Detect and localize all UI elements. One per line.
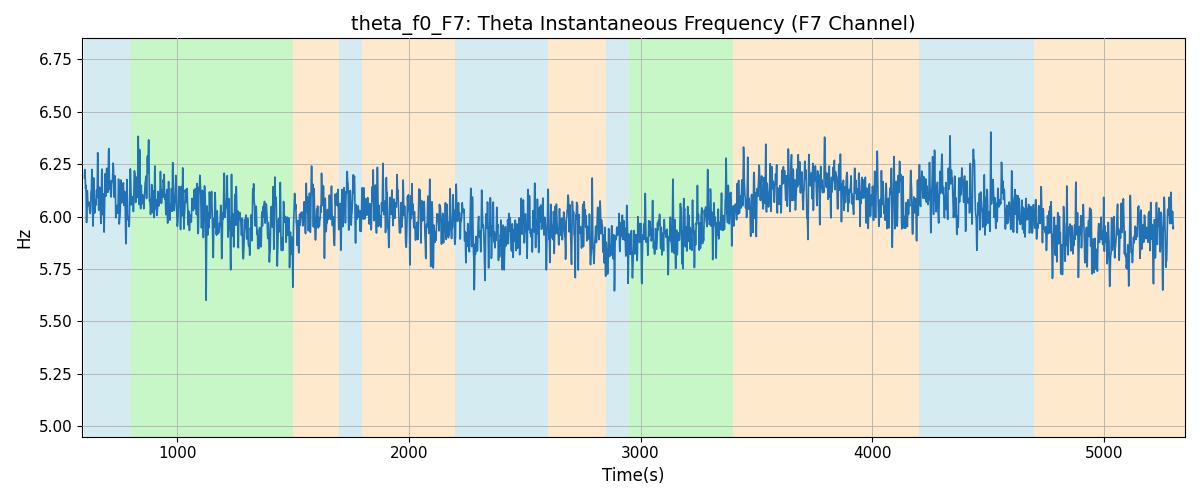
Bar <box>780 38 918 436</box>
Bar <box>629 38 733 436</box>
Bar <box>606 38 629 436</box>
Bar <box>293 38 340 436</box>
Bar <box>131 38 293 436</box>
Bar <box>918 38 1034 436</box>
Bar <box>455 38 548 436</box>
Bar <box>362 38 455 436</box>
X-axis label: Time(s): Time(s) <box>602 467 665 485</box>
Y-axis label: Hz: Hz <box>14 227 32 248</box>
Bar <box>733 38 780 436</box>
Bar <box>340 38 362 436</box>
Bar <box>548 38 606 436</box>
Bar <box>84 38 131 436</box>
Bar <box>1034 38 1186 436</box>
Title: theta_f0_F7: Theta Instantaneous Frequency (F7 Channel): theta_f0_F7: Theta Instantaneous Frequen… <box>352 15 916 35</box>
